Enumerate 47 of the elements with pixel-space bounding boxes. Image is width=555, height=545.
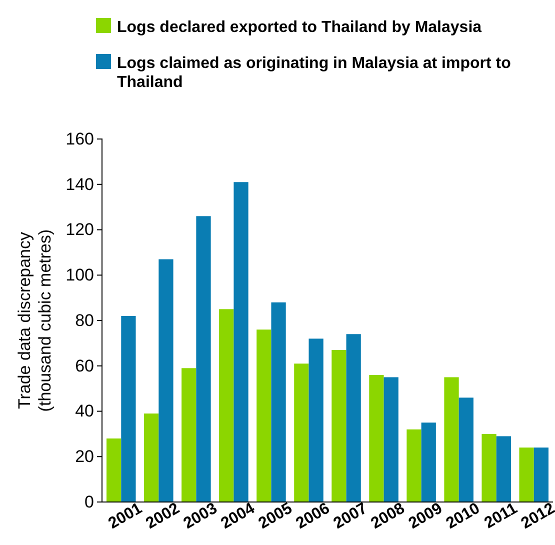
x-tick-label: 2004 xyxy=(218,500,258,533)
bar xyxy=(444,377,459,502)
bar xyxy=(106,438,122,502)
x-tick-label: 2007 xyxy=(330,500,370,533)
bar xyxy=(196,216,211,502)
bar xyxy=(346,334,361,502)
y-tick-label: 20 xyxy=(75,447,94,466)
y-tick-label: 120 xyxy=(66,220,94,240)
x-tick-label: 2003 xyxy=(180,500,220,533)
bar xyxy=(384,377,398,502)
y-tick-label: 40 xyxy=(75,402,94,421)
bar xyxy=(271,302,286,502)
x-tick-label: 2008 xyxy=(368,500,408,533)
y-tick-label: 100 xyxy=(66,266,94,285)
bar xyxy=(158,259,174,502)
x-tick-label: 2010 xyxy=(443,500,483,533)
bar xyxy=(369,374,384,502)
bar xyxy=(308,338,324,502)
bar xyxy=(496,436,511,502)
bar xyxy=(519,448,534,502)
bar xyxy=(182,368,196,502)
bar xyxy=(219,309,234,502)
legend-label: Logs declared exported to Thailand by Malaysia xyxy=(117,19,482,36)
legend-label: Logs claimed as originating in Malaysia at import to Thailand xyxy=(117,55,512,92)
bar xyxy=(121,316,136,502)
x-tick-label: 2005 xyxy=(256,500,296,533)
x-tick-label: 2006 xyxy=(293,500,333,533)
y-tick-label: 80 xyxy=(75,310,94,330)
bar xyxy=(332,350,346,502)
bar xyxy=(534,448,548,502)
bar xyxy=(406,429,422,502)
y-tick-label: 140 xyxy=(66,174,94,194)
x-tick-label: 2002 xyxy=(143,500,183,533)
bar xyxy=(421,422,436,502)
y-tick-label: 0 xyxy=(84,492,94,512)
x-tick-label: 2009 xyxy=(406,500,446,533)
x-tick-label: 2001 xyxy=(106,500,146,533)
bar xyxy=(482,434,496,502)
bar xyxy=(256,330,272,502)
y-axis-title: Trade data discrepancy (thousand cubic metres) xyxy=(15,229,54,412)
bar xyxy=(144,414,159,502)
y-tick-label: 160 xyxy=(66,129,94,148)
x-tick-label: 2011 xyxy=(482,500,520,532)
bar xyxy=(234,182,248,502)
bar xyxy=(458,398,474,502)
bar xyxy=(294,364,309,502)
y-tick-label: 60 xyxy=(75,356,94,376)
